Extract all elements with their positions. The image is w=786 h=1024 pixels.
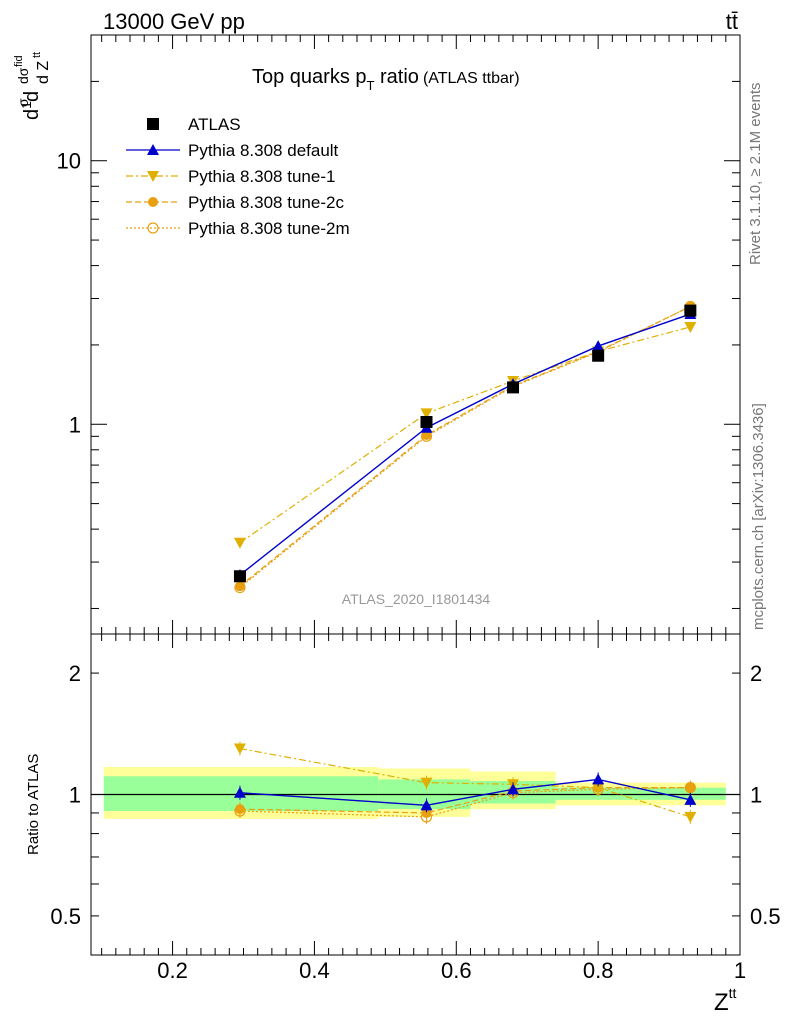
ratio-panel: 0.5 0.5 1 1 2 2 0.2 0.4 0.6 0.8 1 (50, 35, 781, 983)
atlas-data-point (420, 415, 433, 428)
svg-text:d1: d1 (18, 101, 43, 120)
main-ylabel: d1 σ d dσ fid d Z tt (13, 52, 52, 120)
main-series-tune-2c-line (239, 305, 691, 587)
ratio-tick-label: 0.5 (50, 904, 81, 929)
legend-marker (147, 118, 159, 130)
main-series-tune-1-line (239, 326, 691, 544)
legend-label: Pythia 8.308 tune-1 (188, 167, 335, 186)
legend-marker (148, 197, 158, 207)
main-series-tune-2c-point (234, 581, 245, 592)
ratio-series-tune-1-point (420, 777, 433, 789)
mcplots-info: mcplots.cern.ch [arXiv:1306.3436] (750, 403, 767, 630)
ratio-tick-label: 1 (69, 783, 81, 808)
main-series-default-point (592, 340, 605, 352)
analysis-tag: ATLAS_2020_I1801434 (342, 591, 491, 607)
main-series-tune-2m-line (239, 305, 691, 589)
ratio-series-default-point (684, 793, 697, 805)
legend-label: Pythia 8.308 default (188, 141, 339, 160)
ratio-series-tune-2c-point (421, 807, 432, 818)
atlas-data-point (592, 349, 605, 362)
x-tick-label: 0.4 (299, 958, 330, 983)
atlas-data-point (233, 570, 246, 583)
ratio-series-tune-2c-point (234, 804, 245, 815)
ratio-series-tune-1-point (592, 782, 605, 794)
svg-text:d Z: d Z (35, 61, 52, 84)
main-title: Top quarks pT ratio (ATLAS ttbar) (252, 66, 520, 93)
main-tick-label: 10 (57, 149, 81, 174)
ratio-tick-label-right: 0.5 (750, 904, 781, 929)
x-tick-label: 1 (734, 958, 746, 983)
main-series-tune-1-point (233, 537, 246, 549)
svg-text:tt: tt (31, 52, 43, 58)
x-axis-label: Ztt (714, 985, 737, 1016)
rivet-info: Rivet 3.1.10, ≥ 2.1M events (747, 83, 764, 266)
main-series-tune-1-point (684, 321, 697, 333)
legend-label: ATLAS (188, 115, 241, 134)
x-tick-label: 0.8 (583, 958, 614, 983)
ratio-series-tune-1-point (233, 743, 246, 755)
ratio-series-default-point (507, 783, 520, 795)
main-tick-label: 1 (69, 412, 81, 437)
ratio-tick-label-right: 2 (750, 661, 762, 686)
main-series-default-line (239, 313, 691, 576)
ratio-tick-label: 2 (69, 661, 81, 686)
svg-text:dσ: dσ (15, 67, 31, 84)
ratio-series-tune-1-point (684, 811, 697, 823)
atlas-data-point (507, 381, 520, 394)
ratio-series-default-point (233, 786, 246, 798)
x-tick-label: 0.2 (157, 958, 188, 983)
svg-text:σ: σ (15, 98, 31, 107)
main-panel: 1 10 (57, 34, 740, 609)
ratio-ylabel: Ratio to ATLAS (25, 754, 42, 855)
legend-marker (147, 171, 159, 182)
svg-text:fid: fid (13, 55, 25, 67)
beam-label: 13000 GeV pp (103, 9, 245, 34)
legend: ATLAS Pythia 8.308 default Pythia 8.308 tu… (126, 115, 350, 238)
atlas-data-point (684, 304, 697, 317)
ratio-series-default-point (592, 773, 605, 785)
legend-marker (147, 222, 159, 234)
main-series-tune-1-point (420, 408, 433, 420)
legend-label: Pythia 8.308 tune-2m (188, 219, 350, 238)
ratio-tick-label-right: 1 (750, 783, 762, 808)
svg-text:d: d (21, 91, 43, 102)
x-tick-label: 0.6 (441, 958, 472, 983)
legend-label: Pythia 8.308 tune-2c (188, 193, 344, 212)
process-label: tt̄ (726, 9, 738, 34)
legend-marker (147, 144, 159, 155)
ratio-series-default-point (420, 799, 433, 811)
ratio-series-tune-2c-point (685, 782, 696, 793)
